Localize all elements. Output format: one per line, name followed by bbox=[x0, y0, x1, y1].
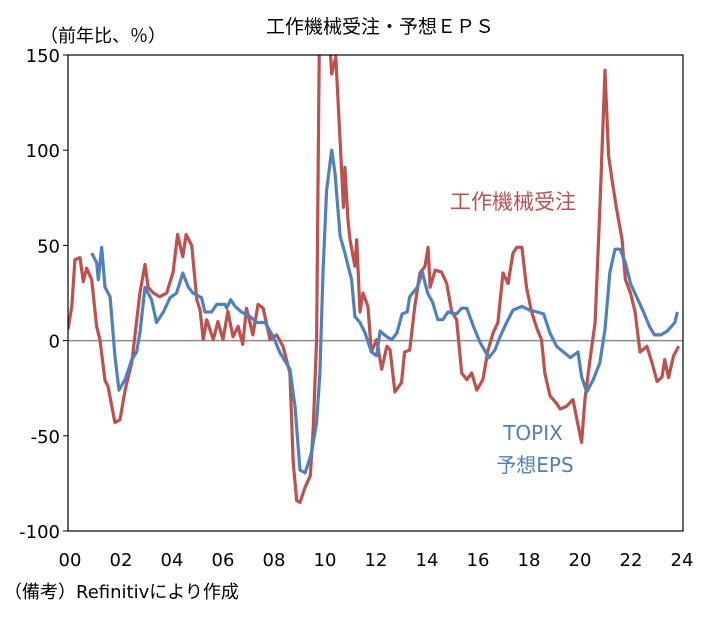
y-ticks: 150 100 50 0 -50 -100 bbox=[19, 46, 68, 543]
y-tick-label: -100 bbox=[19, 522, 60, 543]
x-tick-label: 18 bbox=[518, 550, 541, 571]
source-note: （備考）Refinitivにより作成 bbox=[4, 582, 239, 603]
x-tick-label: 20 bbox=[569, 550, 592, 571]
y-tick-label: 100 bbox=[26, 141, 60, 162]
x-tick-label: 22 bbox=[620, 550, 643, 571]
x-ticks: 00 02 04 06 08 10 12 14 16 18 20 22 24 bbox=[59, 550, 694, 571]
series-label-machine-tool-orders: 工作機械受注 bbox=[450, 190, 576, 214]
series-line-machine-tool-orders bbox=[68, 55, 681, 504]
chart-title: 工作機械受注・予想ＥＰＳ bbox=[266, 16, 494, 38]
series-label-topix-line2: 予想EPS bbox=[496, 453, 573, 477]
x-tick-label: 04 bbox=[161, 550, 184, 571]
x-tick-label: 16 bbox=[467, 550, 490, 571]
y-tick-label: 150 bbox=[26, 46, 60, 67]
y-tick-label: -50 bbox=[31, 427, 60, 448]
series-line-topix-eps bbox=[90, 148, 679, 475]
x-tick-label: 08 bbox=[263, 550, 286, 571]
series-label-topix-line1: TOPIX bbox=[502, 421, 563, 445]
x-tick-label: 14 bbox=[416, 550, 439, 571]
y-tick-label: 0 bbox=[49, 332, 60, 353]
series-group bbox=[68, 55, 681, 504]
x-tick-label: 06 bbox=[212, 550, 235, 571]
x-tick-label: 02 bbox=[110, 550, 133, 571]
y-tick-label: 50 bbox=[37, 236, 60, 257]
x-tick-label: 10 bbox=[314, 550, 337, 571]
x-tick-label: 00 bbox=[59, 550, 82, 571]
plot-frame bbox=[67, 54, 684, 532]
x-tick-label: 24 bbox=[671, 550, 694, 571]
y-axis-label: （前年比、％） bbox=[40, 26, 166, 47]
x-tick-label: 12 bbox=[365, 550, 388, 571]
